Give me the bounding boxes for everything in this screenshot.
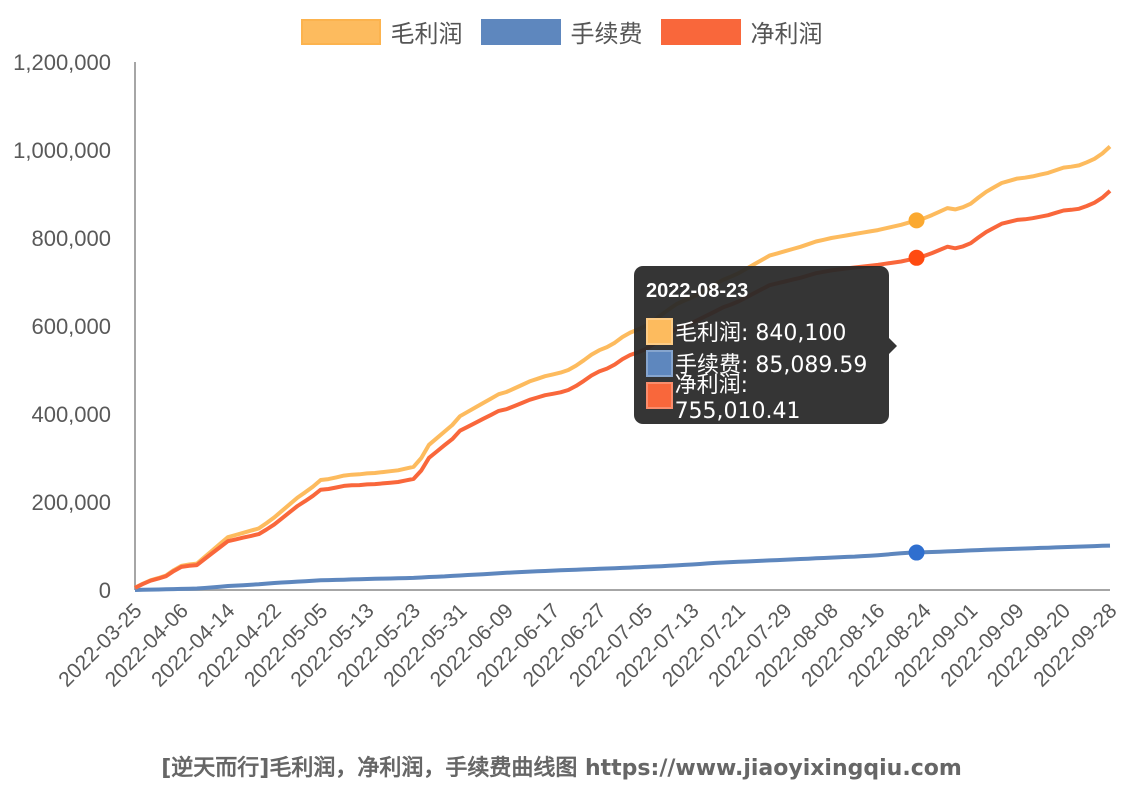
y-tick-label: 1,200,000	[13, 50, 111, 75]
marker-layer	[908, 212, 925, 561]
tooltip-swatch	[646, 317, 673, 345]
marker-gross-profit[interactable]	[908, 212, 925, 229]
y-tick-label: 600,000	[31, 314, 111, 339]
tooltip-title: 2022-08-23	[646, 280, 749, 302]
legend-swatch-fee	[480, 18, 561, 45]
legend-label: 净利润	[750, 20, 823, 48]
legend: 毛利润 手续费 净利润	[0, 14, 1123, 49]
y-tick-label: 1,000,000	[13, 138, 111, 163]
y-axis: 0 200,000 400,000 600,000 800,000 1,000,000 1,…	[13, 50, 136, 603]
legend-label: 手续费	[570, 20, 643, 48]
marker-fee[interactable]	[908, 544, 925, 561]
series-layer	[134, 145, 1112, 592]
tooltip: 2022-08-23 毛利润: 840,100 手续费: 85,089.59 净…	[634, 266, 897, 424]
y-tick-label: 400,000	[31, 402, 111, 427]
legend-swatch-net-profit	[660, 18, 741, 45]
legend-label: 毛利润	[390, 20, 463, 48]
marker-net-profit[interactable]	[908, 249, 925, 266]
line-net-profit[interactable]	[134, 189, 1112, 590]
y-tick-label: 800,000	[31, 226, 111, 251]
tooltip-row-net-profit: 净利润: 755,010.41	[646, 373, 877, 424]
tooltip-swatch	[646, 381, 673, 409]
tooltip-row-gross-profit: 毛利润: 840,100	[646, 315, 877, 347]
tooltip-row-text: 净利润: 755,010.41	[674, 372, 801, 424]
legend-item-fee[interactable]: 手续费	[480, 14, 643, 49]
legend-item-net-profit[interactable]: 净利润	[660, 14, 823, 49]
tooltip-swatch	[646, 349, 673, 377]
chart-caption: [逆天而行]毛利润，净利润，手续费曲线图 https://www.jiaoyix…	[161, 756, 962, 781]
tooltip-row-text: 手续费: 85,089.59	[675, 353, 868, 378]
legend-item-gross-profit[interactable]: 毛利润	[300, 14, 463, 49]
x-axis: 2022-03-252022-04-062022-04-142022-04-22…	[54, 589, 1122, 691]
y-tick-label: 0	[99, 578, 111, 603]
line-gross-profit[interactable]	[134, 145, 1112, 590]
legend-swatch-gross-profit	[300, 18, 381, 45]
line-fee[interactable]	[134, 543, 1111, 592]
tooltip-row-text: 毛利润: 840,100	[675, 321, 847, 346]
tooltip-row-fee: 手续费: 85,089.59	[646, 347, 877, 379]
y-tick-label: 200,000	[31, 490, 111, 515]
